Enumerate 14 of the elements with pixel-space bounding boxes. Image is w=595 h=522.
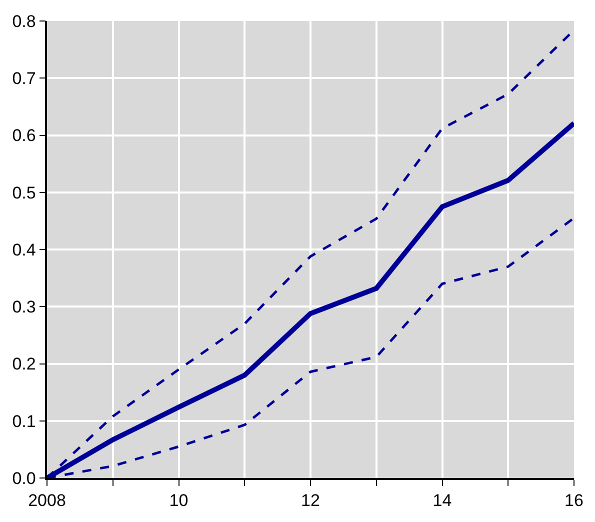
x-tick-label: 10 bbox=[169, 491, 188, 510]
y-tick-label: 0.1 bbox=[12, 412, 36, 431]
y-tick-label: 0.2 bbox=[12, 354, 36, 374]
x-tick-label: 14 bbox=[432, 491, 452, 510]
y-tick-label: 0.7 bbox=[12, 69, 36, 88]
y-tick-label: 0.8 bbox=[12, 12, 36, 31]
x-tick-label: 12 bbox=[301, 491, 320, 510]
y-tick-label: 0.3 bbox=[12, 298, 36, 317]
y-tick-label: 0.4 bbox=[12, 240, 36, 260]
y-tick-label: 0.0 bbox=[12, 468, 36, 488]
x-tick-label: 2008 bbox=[28, 491, 66, 510]
y-tick-label: 0.5 bbox=[12, 183, 36, 202]
y-tick-label: 0.6 bbox=[12, 126, 36, 146]
x-tick-label: 16 bbox=[564, 491, 584, 510]
